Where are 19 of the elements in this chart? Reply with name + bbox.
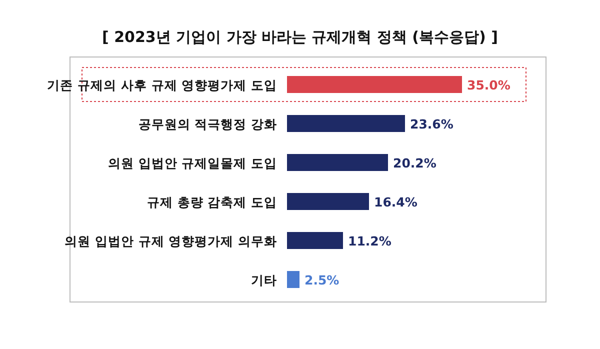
- data-label: 35.0%: [467, 78, 511, 92]
- data-label: 23.6%: [410, 116, 454, 132]
- y-tick-label: 공무원의 적극행정 강화: [138, 116, 277, 132]
- bar: [287, 232, 343, 249]
- y-tick-label: 기타: [251, 272, 277, 288]
- data-label: 20.2%: [393, 156, 437, 170]
- y-tick-label: 의원 입법안 규제일몰제 도입: [108, 156, 277, 170]
- data-label: 11.2%: [348, 234, 392, 248]
- bar: [287, 154, 388, 171]
- data-label: 16.4%: [374, 194, 418, 210]
- bar: [287, 115, 405, 132]
- bar: [287, 76, 462, 93]
- bar: [287, 271, 300, 288]
- data-label: 2.5%: [304, 272, 340, 288]
- chart-title: [ 2023년 기업이 가장 바라는 규제개혁 정책 (복수응답) ]: [102, 28, 498, 46]
- y-tick-label: 의원 입법안 규제 영향평가제 의무화: [64, 234, 277, 248]
- bar: [287, 193, 369, 210]
- y-tick-label: 규제 총량 감축제 도입: [146, 194, 277, 210]
- y-tick-label: 기존 규제의 사후 규제 영향평가제 도입: [47, 78, 277, 92]
